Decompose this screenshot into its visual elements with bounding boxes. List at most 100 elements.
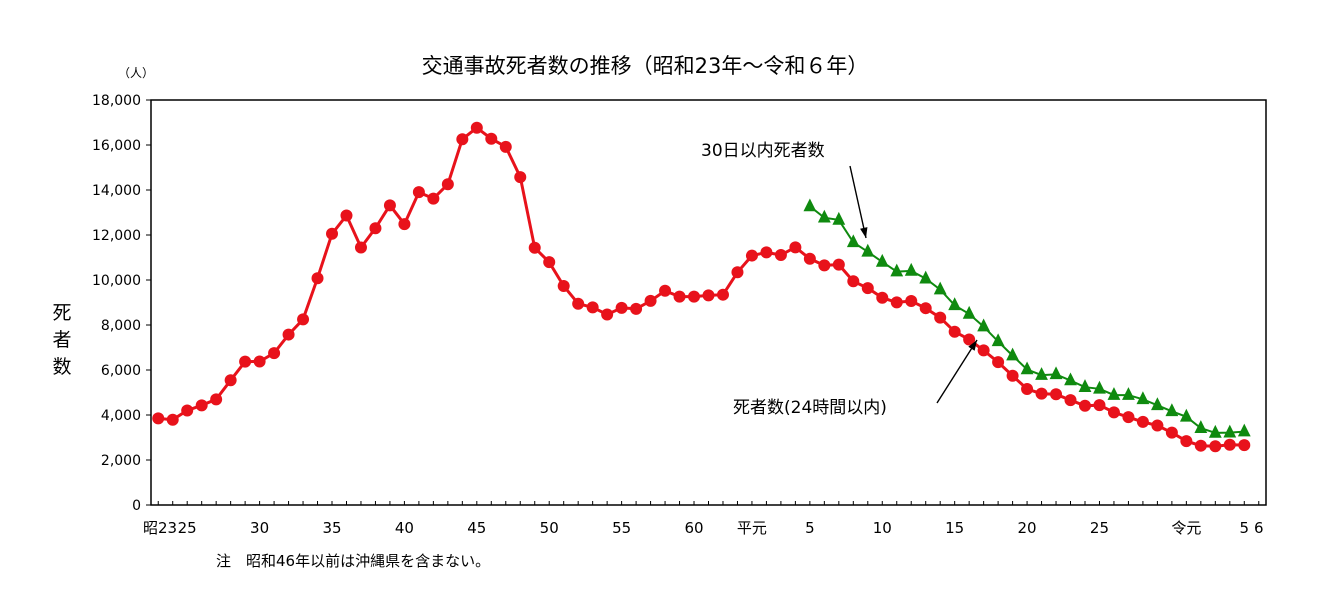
data-point [499,140,512,153]
x-tick-label: 5 [1240,519,1250,537]
data-point [1208,424,1222,438]
data-point [818,259,831,272]
data-point [1150,397,1164,411]
data-point [803,252,816,265]
x-tick-label: 昭23 [143,519,177,537]
data-point [1136,391,1150,405]
data-point [224,374,237,387]
data-point [1223,438,1236,451]
data-point [427,192,440,205]
data-point [1122,387,1135,400]
data-point [890,296,903,309]
data-point [166,413,179,426]
data-point [963,333,976,346]
data-point [774,249,787,262]
data-point [282,328,295,341]
x-tick-label: 5 [805,519,815,537]
data-point [673,290,686,303]
x-tick-label: 25 [178,519,197,537]
data-point [354,241,367,254]
data-point [876,291,889,304]
data-point [905,295,918,308]
data-point [846,234,860,248]
data-point [297,313,310,326]
data-point [1006,369,1019,382]
annotation-24hour-arrow [936,339,978,404]
data-point [875,253,889,267]
y-tick-label: 8,000 [101,318,141,334]
data-point [253,355,266,368]
x-tick-label: 40 [395,519,414,537]
annotation-30day: 30日以内死者数 [701,141,825,161]
data-point [659,284,672,297]
data-point [572,297,585,310]
x-tick-label: 55 [612,519,631,537]
y-tick-label: 18,000 [92,93,141,109]
data-point [1064,394,1077,407]
data-point [832,211,846,225]
data-point [933,281,947,295]
data-point [934,311,947,324]
data-point [1021,383,1034,396]
annotation-24hour-arrow-head [968,340,977,351]
data-point [340,209,353,222]
data-point [181,404,194,417]
data-point [890,263,904,277]
data-point [398,218,411,231]
data-point [1107,387,1121,400]
data-point [601,308,614,321]
data-point [1237,423,1251,437]
data-point [1006,347,1019,361]
data-point [1078,399,1091,412]
data-point [1238,439,1251,452]
y-tick-label: 10,000 [92,273,141,289]
x-tick-label: 6 [1254,519,1264,537]
data-point [268,347,281,360]
data-point [919,302,932,315]
x-tick-label: 35 [322,519,341,537]
data-point [1223,424,1237,438]
y-axis-unit: （人） [118,66,155,80]
data-point [1151,419,1164,432]
x-tick-label: 50 [540,519,559,537]
data-point [239,355,252,368]
data-point [1078,379,1092,392]
x-tick-label: 45 [467,519,486,537]
data-point [1093,380,1106,394]
data-point [1179,408,1193,422]
x-tick-label: 30 [250,519,269,537]
data-point [412,186,425,199]
data-point [760,246,773,259]
x-tick-label: 25 [1090,519,1109,537]
x-tick-label: 60 [684,519,703,537]
data-point [1194,420,1208,433]
data-point [977,344,990,357]
y-tick-label: 4,000 [101,408,141,424]
data-point [991,333,1005,347]
data-point [456,133,469,146]
data-point [644,294,657,307]
data-point [485,132,498,145]
x-tick-label: 平元 [737,519,767,537]
data-point [731,266,744,279]
data-point [847,275,860,288]
data-point [1136,415,1149,428]
annotation-30day-arrow [849,165,867,239]
data-point [195,399,208,412]
data-point [1035,367,1048,380]
data-point [630,302,643,315]
data-point [861,282,874,295]
x-tick-label: 15 [945,519,964,537]
y-tick-label: 14,000 [92,183,141,199]
data-point [992,356,1005,369]
data-point [586,301,599,314]
data-point [311,272,324,285]
data-point [1122,411,1135,424]
y-axis-label: 死者数 [52,302,72,378]
data-point [152,412,165,425]
data-point [948,297,962,311]
data-point [514,171,527,184]
data-point [1165,403,1179,417]
data-point [716,288,729,301]
annotation-24hour: 死者数(24時間以内) [733,398,887,418]
